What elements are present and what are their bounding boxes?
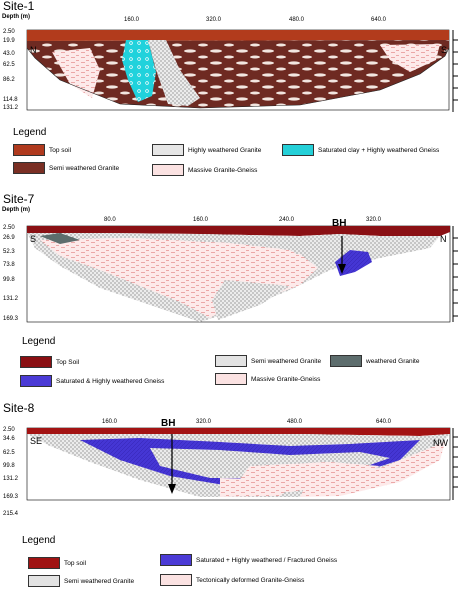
site1-depth-tick: 86.2 <box>3 77 15 83</box>
site7-depth-tick: 73.8 <box>3 262 15 268</box>
site1-legend-item: Semi weathered Granite <box>13 162 119 174</box>
site7-depth-tick: 169.3 <box>3 316 19 322</box>
site1-section <box>26 29 458 112</box>
site7-legend-item: weathered Granite <box>330 355 419 367</box>
site1-x-tick: 320.0 <box>206 17 222 23</box>
site1-x-tick: 160.0 <box>124 17 140 23</box>
site8-legend-title: Legend <box>22 535 56 546</box>
site7-depth-tick: 99.8 <box>3 277 15 283</box>
site1-depth-tick: 43.0 <box>3 51 15 57</box>
site1-legend-item: Saturated clay + Highly weathered Gneiss <box>282 144 439 156</box>
site8-depth-tick: 34.6 <box>3 436 15 442</box>
site1-legend-item: Top soil <box>13 144 71 156</box>
site7-title: Site-7 <box>3 192 35 206</box>
site8-legend-item: Top soil <box>28 557 86 569</box>
site7-legend-title: Legend <box>22 336 56 347</box>
site7-depth-tick: 131.2 <box>3 296 19 302</box>
site7-legend-item: Saturated & Highly weathered Gneiss <box>20 375 164 387</box>
site8-legend-item: Semi weathered Granite <box>28 575 134 587</box>
site1-depth-tick: 62.5 <box>3 62 15 68</box>
site7-borehole-label: BH <box>332 218 347 229</box>
site1-depth-tick: 131.2 <box>3 105 19 111</box>
site8-right-direction: NW <box>433 438 448 448</box>
site8-title: Site-8 <box>3 401 35 415</box>
site8-depth-tick: 62.5 <box>3 450 15 456</box>
site1-depth-label: Depth (m) <box>2 14 30 20</box>
site1-depth-tick: 114.8 <box>3 97 18 103</box>
site8-section <box>26 427 458 501</box>
site7-section <box>26 225 458 323</box>
site7-left-direction: S <box>30 234 37 244</box>
site1-right-direction: S <box>441 45 448 55</box>
site7-legend-item: Massive Granite-Gneiss <box>215 373 320 385</box>
site8-x-tick: 320.0 <box>196 419 212 425</box>
site8-x-tick: 640.0 <box>376 419 392 425</box>
site1-x-tick: 640.0 <box>371 17 387 23</box>
site7-x-tick: 320.0 <box>366 217 382 223</box>
site7-depth-tick: 26.9 <box>3 235 15 241</box>
site1-title: Site-1 <box>3 0 35 13</box>
site8-depth-tick: 215.4 <box>3 511 19 517</box>
site7-x-tick: 160.0 <box>193 217 209 223</box>
site7-legend-item: Semi weathered Granite <box>215 355 321 367</box>
site1-legend-item: Highly weathered Granite <box>152 144 261 156</box>
site8-depth-tick: 131.2 <box>3 476 19 482</box>
site7-legend-item: Top Soil <box>20 356 79 368</box>
site7-x-tick: 240.0 <box>279 217 295 223</box>
site8-depth-tick: 2.50 <box>3 427 15 433</box>
site1-legend-title: Legend <box>13 127 47 138</box>
site7-right-direction: N <box>440 234 447 244</box>
site8-x-tick: 160.0 <box>102 419 118 425</box>
site7-depth-label: Depth (m) <box>2 207 30 213</box>
site7-depth-tick: 2.50 <box>3 225 15 231</box>
site1-depth-tick: 2.50 <box>3 29 15 35</box>
site8-borehole-label: BH <box>161 418 176 429</box>
site1-legend-item: Massive Granite-Gneiss <box>152 164 257 176</box>
site7-x-tick: 80.0 <box>104 217 116 223</box>
site1-x-tick: 480.0 <box>289 17 305 23</box>
site8-depth-tick: 169.3 <box>3 494 19 500</box>
site1-depth-tick: 19.9 <box>3 38 15 44</box>
site7-depth-tick: 52.3 <box>3 249 15 255</box>
site8-left-direction: SE <box>30 436 43 446</box>
site8-depth-tick: 99.8 <box>3 463 15 469</box>
site8-legend-item: Saturated + Highly weathered / Fractured… <box>160 554 337 566</box>
site8-x-tick: 480.0 <box>287 419 303 425</box>
site1-left-direction: N <box>30 45 37 55</box>
site8-legend-item: Tectonically deformed Granite-Gneiss <box>160 574 304 586</box>
